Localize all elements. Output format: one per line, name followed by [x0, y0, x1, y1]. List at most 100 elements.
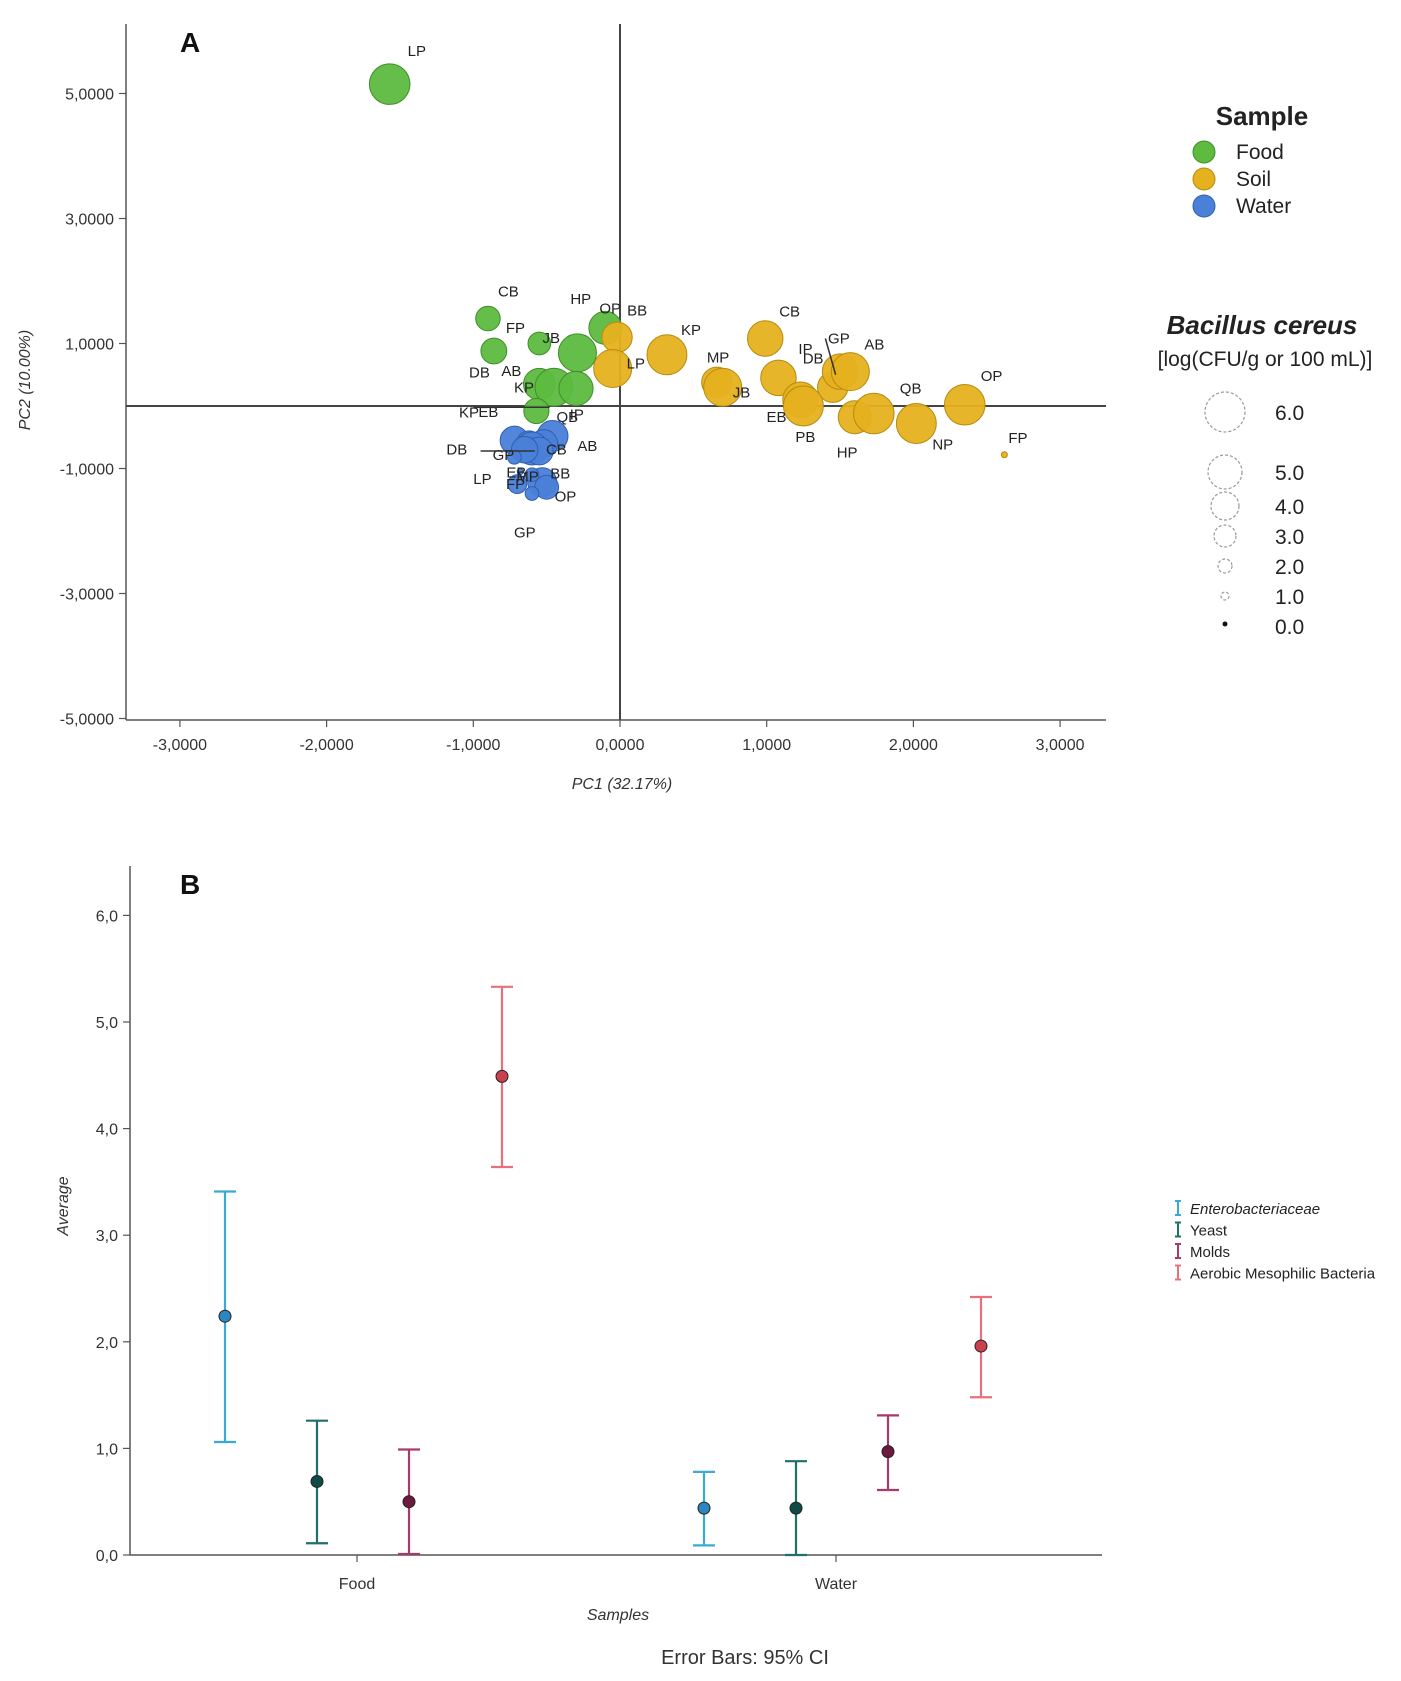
- point-label: EB: [478, 404, 498, 421]
- errorbar-molds-food-mean-point: [402, 1495, 416, 1509]
- size-legend-circle: [1220, 591, 1230, 601]
- point-water-fp: [524, 467, 540, 483]
- size-legend-value: 6.0: [1275, 402, 1304, 425]
- legend-label-water: Water: [1236, 195, 1291, 218]
- category-label-water: Water: [815, 1576, 858, 1593]
- panel-a-axes: -3,0000 -2,0000 -1,0000 0,0000 1,0000 2,0000 3…: [60, 24, 1106, 754]
- point-water-mp: [516, 468, 524, 476]
- point-label: FP: [506, 320, 525, 337]
- legend-label-enterobacteriaceae: Enterobacteriaceae: [1190, 1201, 1320, 1218]
- panel-b-error-bars: [214, 985, 992, 1557]
- measure-legend: Enterobacteriaceae Yeast Molds Aerobic Meso…: [1175, 1200, 1376, 1283]
- leader-line-soil-ip: [824, 338, 837, 375]
- panel-a: A -3,0000 -2,0000 -1,0000 0,0000 1,0000 2,000…: [17, 24, 1372, 793]
- size-legend-value: 0.0: [1275, 616, 1304, 639]
- point-label: AB: [577, 438, 597, 455]
- b-y-tick-label: 1,0: [96, 1441, 118, 1458]
- y-tick-label: -3,0000: [60, 587, 114, 604]
- point-label: EB: [766, 409, 786, 426]
- samples-axis-title: Samples: [587, 1607, 649, 1624]
- average-axis-title: Average: [55, 1176, 72, 1236]
- x-tick-label: -3,0000: [153, 737, 207, 754]
- point-label: CB: [498, 284, 519, 301]
- errorbar-yeast-water-mean-point: [789, 1501, 803, 1515]
- point-label: KP: [459, 405, 479, 422]
- point-label: GP: [493, 447, 515, 464]
- y-tick-label: 3,0000: [65, 212, 114, 229]
- size-legend: Bacillus cereus [log(CFU/g or 100 mL)] 6…: [1158, 310, 1373, 639]
- point-label: EB: [506, 464, 526, 481]
- point-label: DB: [803, 350, 824, 367]
- panel-a-point-labels: LPCBFPOPHPJBABDBKPEBBBLPKPMPJBCBIPEBDBGP…: [408, 43, 1028, 541]
- b-y-tick-label: 0,0: [96, 1548, 118, 1565]
- point-label: AB: [864, 337, 884, 354]
- point-soil-op: [943, 383, 986, 426]
- point-label: LP: [627, 356, 645, 373]
- legend-label-aerobic-mesophilic-bacteria: Aerobic Mesophilic Bacteria: [1190, 1266, 1376, 1283]
- point-soil-ab: [830, 352, 870, 392]
- point-label: CB: [779, 304, 800, 321]
- y-tick-label: -1,0000: [60, 462, 114, 479]
- point-food-lp: [368, 63, 411, 105]
- panel-a-letter: A: [180, 27, 200, 58]
- legend-marker-water: [1192, 194, 1216, 218]
- point-label: LP: [473, 471, 491, 488]
- point-label: CB: [546, 442, 567, 459]
- size-legend-circle: [1217, 558, 1233, 574]
- point-soil-qb: [853, 392, 895, 435]
- point-soil-kp: [646, 334, 688, 376]
- b-y-tick-label: 5,0: [96, 1015, 118, 1032]
- point-food-fp: [480, 337, 508, 365]
- x-tick-label: -2,0000: [299, 737, 353, 754]
- legend-marker-soil: [1192, 167, 1216, 191]
- point-label: JB: [542, 330, 560, 347]
- point-soil-jb: [703, 367, 743, 407]
- size-legend-value: 2.0: [1275, 556, 1304, 579]
- errorbar-aerobic-mesophilic-bacteria-water-mean-point: [974, 1339, 988, 1353]
- category-label-food: Food: [339, 1576, 375, 1593]
- point-label: HP: [570, 291, 591, 308]
- size-legend-value: 3.0: [1275, 526, 1304, 549]
- point-soil-ip: [760, 359, 797, 397]
- error-bars-footnote: Error Bars: 95% CI: [661, 1647, 829, 1669]
- point-label: IP: [570, 407, 584, 424]
- size-legend-title: Bacillus cereus: [1167, 310, 1358, 340]
- y-tick-label: -5,0000: [60, 712, 114, 729]
- size-legend-circle: [1207, 454, 1243, 490]
- x-tick-label: 1,0000: [742, 737, 791, 754]
- b-y-tick-label: 2,0: [96, 1335, 118, 1352]
- x-tick-label: 2,0000: [889, 737, 938, 754]
- point-soil-lp: [593, 349, 633, 388]
- b-y-tick-label: 3,0: [96, 1228, 118, 1245]
- panel-b-axes: 0,0 1,0 2,0 3,0 4,0 5,0 6,0 Food Water: [96, 866, 1102, 1593]
- point-label: QB: [900, 381, 922, 398]
- legend-label-soil: Soil: [1236, 168, 1271, 191]
- size-legend-dot: [1222, 621, 1228, 627]
- point-soil-bb: [601, 321, 633, 353]
- size-legend-subtitle: [log(CFU/g or 100 mL)]: [1158, 348, 1373, 371]
- point-label: HP: [837, 444, 858, 461]
- point-soil-cb: [747, 320, 784, 357]
- point-label: NP: [932, 437, 953, 454]
- size-legend-value: 5.0: [1275, 462, 1304, 485]
- point-label: KP: [681, 322, 701, 339]
- panel-b-letter: B: [180, 869, 200, 900]
- size-legend-value: 4.0: [1275, 496, 1304, 519]
- panel-b: B 0,0 1,0 2,0 3,0 4,0 5,0 6,0 Food Water Samples…: [55, 866, 1376, 1669]
- point-soil-pb: [782, 385, 824, 427]
- point-label: QB: [557, 409, 579, 426]
- point-food-jb: [557, 333, 597, 373]
- errorbar-molds-water-mean-point: [881, 1445, 895, 1459]
- point-food-eb: [523, 397, 550, 425]
- pc2-axis-title: PC2 (10.00%): [17, 330, 34, 431]
- point-water-gp: [524, 486, 540, 501]
- point-label: BB: [627, 302, 647, 319]
- point-label: PB: [795, 429, 815, 446]
- point-label: GP: [828, 331, 850, 348]
- y-tick-label: 1,0000: [65, 337, 114, 354]
- x-tick-label: -1,0000: [446, 737, 500, 754]
- point-label: KP: [514, 380, 534, 397]
- point-label: GP: [514, 525, 536, 542]
- x-tick-label: 3,0000: [1036, 737, 1085, 754]
